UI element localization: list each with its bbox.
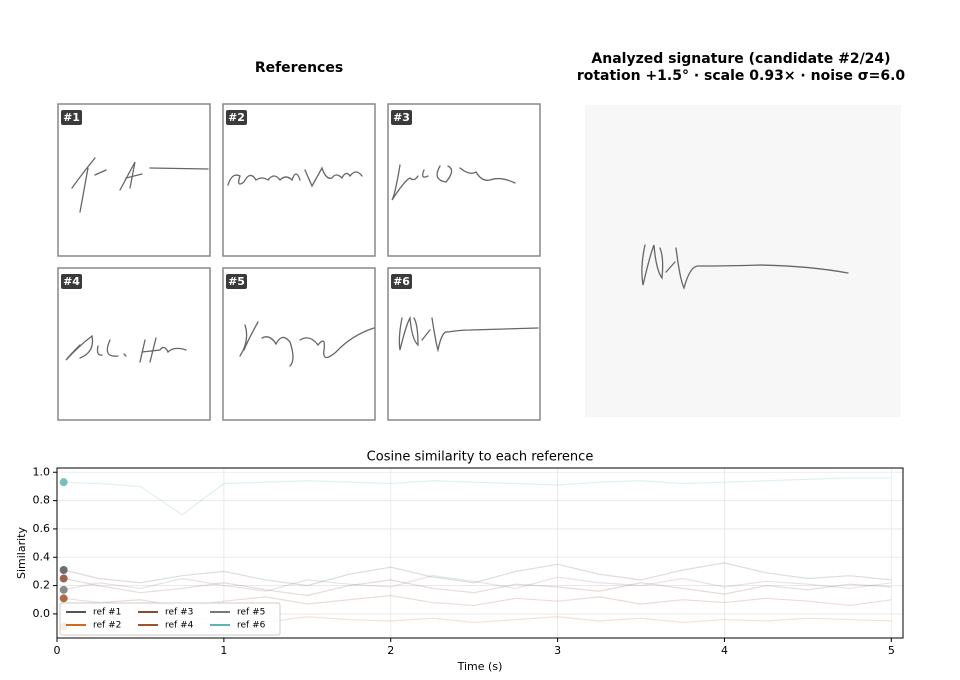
reference-box [222, 103, 376, 257]
signature [391, 164, 516, 201]
analyzed-signature [641, 244, 849, 290]
y-tick-label: 1.0 [33, 465, 51, 478]
series-line [63, 562, 892, 587]
reference-tag-bg [61, 274, 82, 289]
reference-tag-bg [226, 274, 247, 289]
current-point [59, 574, 68, 583]
x-axis-label: Time (s) [457, 660, 503, 673]
y-tick-label: 0.8 [33, 494, 51, 507]
reference-tag: #6 [393, 275, 410, 288]
signature [227, 166, 363, 188]
legend-label: ref #5 [237, 608, 265, 618]
y-axis-label: Similarity [15, 527, 28, 579]
y-tick-label: 0.2 [33, 579, 51, 592]
reference-box [387, 103, 541, 257]
reference-tag: #4 [63, 275, 80, 288]
reference-tag: #2 [228, 111, 245, 124]
reference-box [57, 267, 211, 421]
current-point [59, 566, 68, 574]
y-tick-label: 0.0 [33, 607, 51, 620]
x-tick-label: 3 [554, 644, 561, 657]
analyzed-title: Analyzed signature (candidate #2/24) [591, 51, 890, 67]
legend-label: ref #3 [165, 608, 193, 618]
signature [71, 157, 209, 213]
legend-label: ref #1 [93, 608, 121, 618]
y-tick-label: 0.4 [33, 550, 51, 563]
x-tick-label: 2 [387, 644, 394, 657]
reference-box [57, 103, 211, 257]
chart-title: Cosine similarity to each reference [367, 450, 594, 465]
signature [239, 321, 375, 367]
series-line [63, 577, 892, 597]
x-tick-label: 0 [54, 644, 61, 657]
x-tick-label: 5 [888, 644, 895, 657]
y-tick-label: 0.6 [33, 522, 51, 535]
series-line [63, 575, 892, 592]
signature [398, 315, 539, 353]
reference-tag: #5 [228, 275, 245, 288]
reference-tags: #1 #2 #3 #4 #5 #6 [61, 110, 412, 289]
legend-label: ref #2 [93, 621, 121, 631]
reference-box [387, 267, 541, 421]
references-title: References [255, 60, 343, 76]
series-line [63, 477, 892, 516]
legend-label: ref #4 [165, 621, 194, 631]
reference-box [222, 267, 376, 421]
signature [65, 334, 187, 363]
reference-tag: #1 [63, 111, 80, 124]
reference-grid [57, 103, 541, 421]
current-point [59, 594, 68, 603]
x-tick-label: 1 [220, 644, 227, 657]
reference-tag: #3 [393, 111, 410, 124]
reference-tag-bg [391, 110, 412, 125]
analyzed-image [585, 105, 901, 417]
reference-tag-bg [391, 274, 412, 289]
x-tick-label: 4 [721, 644, 728, 657]
current-point [59, 478, 68, 487]
legend-label: ref #6 [237, 621, 266, 631]
reference-tag-bg [61, 110, 82, 125]
chart: Cosine similarity to each reference Time … [15, 450, 904, 673]
plot-frame [56, 467, 904, 639]
analyzed-subtitle: rotation +1.5° · scale 0.93× · noise σ=6… [577, 68, 906, 84]
current-point [59, 585, 68, 594]
reference-tag-bg [226, 110, 247, 125]
